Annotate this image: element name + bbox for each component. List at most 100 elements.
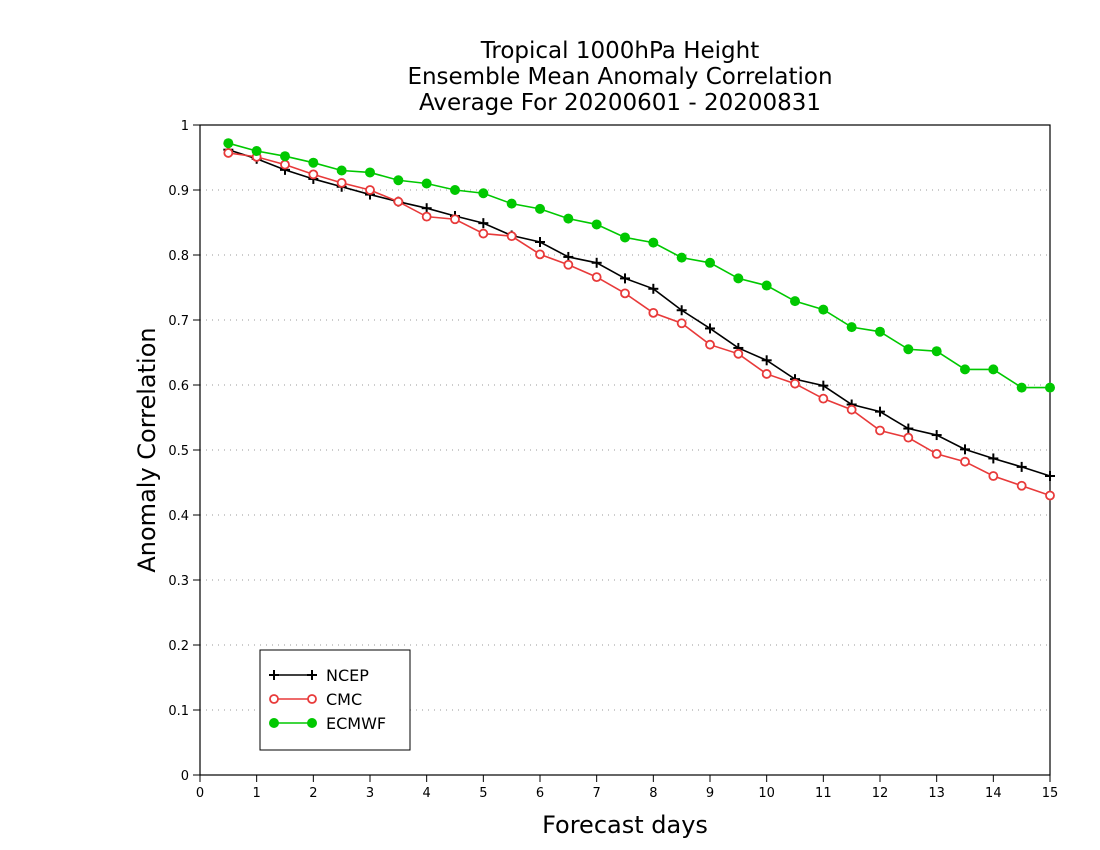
data-point-cmc [790,378,800,389]
x-tick-label: 2 [309,786,317,801]
data-point-ecmwf [280,151,290,162]
data-point-cmc [421,211,432,222]
x-tick-label: 13 [928,786,945,801]
data-point-ecmwf [393,175,404,186]
legend-item-cmc: CMC [269,690,362,709]
x-tick-label: 1 [253,786,261,801]
data-point-ecmwf [790,296,800,307]
data-point-cmc [393,196,404,207]
data-point-cmc [535,249,545,260]
data-point-cmc [1016,480,1027,491]
data-point-ecmwf [365,167,375,178]
legend-marker-ecmwf [269,718,279,728]
data-point-ecmwf [761,280,772,291]
y-axis-ticks: 0 0.1 0.2 0.3 0.4 0.5 0.6 0.7 0.8 0.9 1 [168,119,200,784]
data-point-ecmwf [478,188,489,199]
data-point-ecmwf [223,138,234,149]
x-tick-label: 11 [815,786,832,801]
legend-item-ncep: NCEP [269,666,369,685]
y-tick-label: 0.5 [168,444,189,459]
x-tick-label: 12 [872,786,889,801]
data-point-ecmwf [1045,382,1055,393]
data-point-ecmwf [960,364,970,375]
legend-marker-ecmwf [307,718,317,728]
data-point-cmc [450,214,460,225]
data-point-ecmwf [535,203,545,214]
data-point-ecmwf [676,252,687,263]
legend-label-ecmwf: ECMWF [326,714,386,733]
data-point-cmc [705,339,715,350]
data-point-ecmwf [308,157,319,168]
data-point-ncep [875,406,885,417]
x-axis-ticks: 0 1 2 3 4 5 6 7 8 9 10 11 12 13 14 15 [196,775,1058,801]
data-point-ecmwf [931,346,942,357]
data-point-ncep [676,305,687,316]
data-point-cmc [960,456,970,467]
y-tick-label: 0.4 [168,509,189,524]
title-line-3: Average For 20200601 - 20200831 [419,90,821,116]
data-point-ecmwf [846,322,857,333]
data-point-ncep [648,283,659,294]
data-point-ecmwf [705,257,715,268]
data-point-cmc [336,177,347,188]
x-tick-label: 7 [593,786,601,801]
data-point-cmc [563,259,574,270]
series-line-ncep [228,148,1051,477]
data-point-ecmwf [563,213,574,224]
x-axis-label: Forecast days [542,811,708,839]
legend-marker-cmc [269,694,279,704]
x-tick-label: 10 [758,786,775,801]
data-point-ncep [620,273,630,284]
data-point-ncep [535,237,545,247]
y-tick-label: 0.1 [168,704,189,719]
data-point-cmc [761,369,772,379]
data-point-cmc [875,425,885,436]
legend-marker-ncep [269,670,279,680]
data-point-ncep [478,218,489,229]
y-tick-label: 0.7 [168,314,189,329]
data-point-cmc [280,159,290,170]
legend-marker-ncep [307,670,317,680]
series-line-cmc [228,152,1051,497]
data-point-ecmwf [506,198,517,209]
data-point-ecmwf [336,165,347,176]
data-point-cmc [931,448,942,459]
x-tick-label: 15 [1042,786,1059,801]
data-point-ncep [960,444,970,455]
chart-title: Tropical 1000hPa Height Ensemble Mean An… [407,38,832,116]
data-point-ncep [988,453,999,464]
legend-box [259,649,411,751]
x-tick-label: 3 [366,786,374,801]
y-axis-label: Anomaly Correlation [133,327,161,572]
data-point-ecmwf [1016,382,1027,393]
data-point-cmc [648,307,659,318]
series-cmc [223,148,1055,501]
y-tick-label: 0.3 [168,574,189,589]
data-point-ecmwf [733,273,744,284]
data-point-ncep [1016,461,1027,472]
x-tick-label: 4 [423,786,431,801]
data-point-ecmwf [988,364,999,375]
x-tick-label: 5 [479,786,487,801]
x-tick-label: 6 [536,786,544,801]
legend-item-ecmwf: ECMWF [269,714,386,733]
data-point-cmc [846,404,857,415]
y-tick-label: 0.8 [168,249,189,264]
data-point-cmc [478,228,489,239]
data-point-ecmwf [591,219,602,230]
data-point-ecmwf [421,178,432,189]
data-point-cmc [988,471,999,481]
y-tick-label: 0 [181,769,189,784]
legend: NCEP CMC ECMWF [259,649,411,751]
data-point-ncep [705,323,715,334]
x-tick-label: 14 [985,786,1002,801]
y-tick-label: 0.2 [168,639,189,654]
data-point-ecmwf [620,232,630,243]
data-point-cmc [223,148,234,158]
data-point-cmc [818,393,829,404]
y-tick-label: 0.9 [168,184,189,199]
x-tick-label: 9 [706,786,714,801]
data-point-ecmwf [818,304,829,315]
data-point-cmc [1045,490,1055,501]
